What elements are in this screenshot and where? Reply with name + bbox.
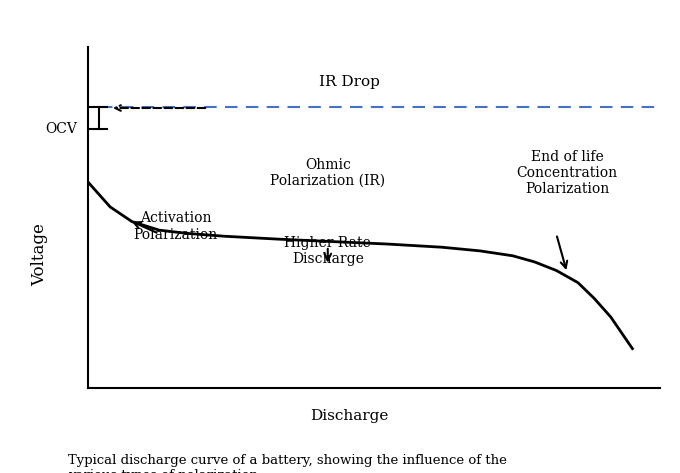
Text: Discharge: Discharge [310, 409, 389, 422]
Text: End of life
Concentration
Polarization: End of life Concentration Polarization [517, 149, 617, 196]
Text: Voltage: Voltage [31, 223, 48, 286]
Text: IR Drop: IR Drop [319, 75, 380, 89]
Text: Activation
Polarization: Activation Polarization [133, 211, 218, 242]
Text: OCV: OCV [46, 122, 78, 136]
Text: Typical discharge curve of a battery, showing the influence of the
various types: Typical discharge curve of a battery, sh… [68, 454, 507, 473]
Text: Higher Rate
Discharge: Higher Rate Discharge [284, 236, 371, 266]
Text: Ohmic
Polarization (IR): Ohmic Polarization (IR) [270, 158, 386, 188]
